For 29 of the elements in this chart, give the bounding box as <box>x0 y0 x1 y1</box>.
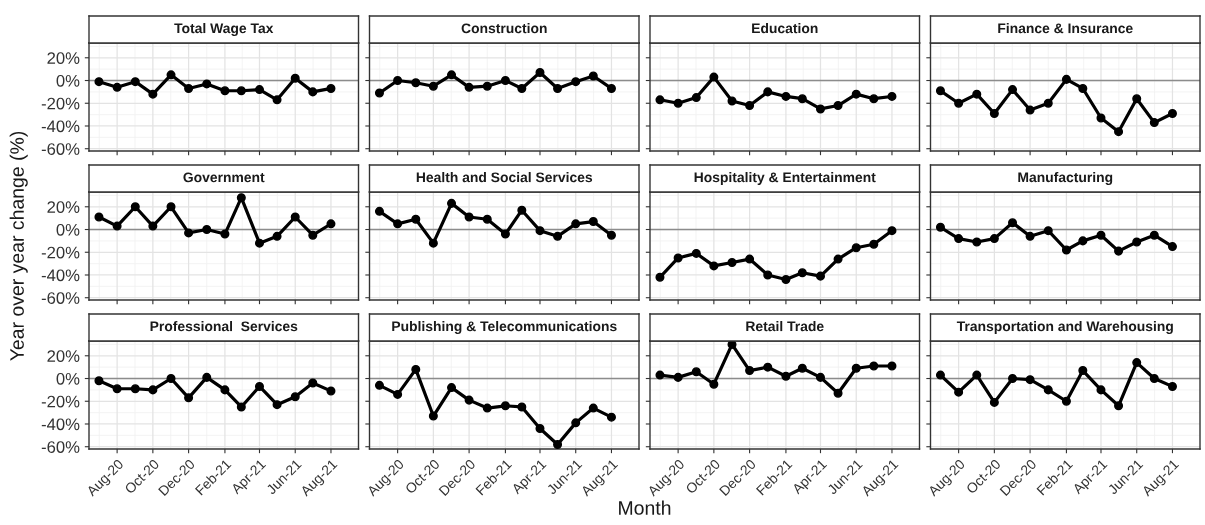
y-tick-label: 20% <box>47 201 80 213</box>
y-tick-label: -20% <box>41 246 80 259</box>
y-tick-label: 0% <box>56 74 80 87</box>
chart-title: Finance & Insurance <box>998 23 1133 34</box>
y-tick-label: 0% <box>56 372 80 385</box>
y-tick-label: -20% <box>41 395 80 408</box>
y-axis-title: Year over year change (%) <box>9 131 28 361</box>
y-tick-label: 20% <box>47 350 80 362</box>
x-axis-title: Month <box>619 500 671 515</box>
y-tick-label: -40% <box>41 269 80 282</box>
chart-title: Education <box>752 23 818 34</box>
y-tick-label: -60% <box>41 441 80 453</box>
chart-title: Hospitality & Entertainment <box>694 172 876 185</box>
y-tick-label: -20% <box>41 97 80 110</box>
chart-title: Professional Services <box>150 321 298 332</box>
chart-title: Retail Trade <box>746 321 824 332</box>
y-tick-label: -40% <box>41 120 80 133</box>
chart-title: Government <box>183 172 265 183</box>
chart-title: Publishing & Telecommunications <box>392 321 617 334</box>
y-tick-label: -40% <box>41 418 80 431</box>
y-tick-label: 20% <box>47 52 80 64</box>
y-tick-label: -60% <box>41 143 80 155</box>
y-tick-label: -60% <box>41 292 80 304</box>
chart-title: Manufacturing <box>1018 172 1113 185</box>
y-tick-label: 0% <box>56 223 80 236</box>
chart-title: Construction <box>461 23 547 34</box>
chart-title: Transportation and Warehousing <box>956 321 1173 334</box>
chart-title: Total Wage Tax <box>174 23 274 36</box>
chart-title: Health and Social Services <box>416 172 593 183</box>
